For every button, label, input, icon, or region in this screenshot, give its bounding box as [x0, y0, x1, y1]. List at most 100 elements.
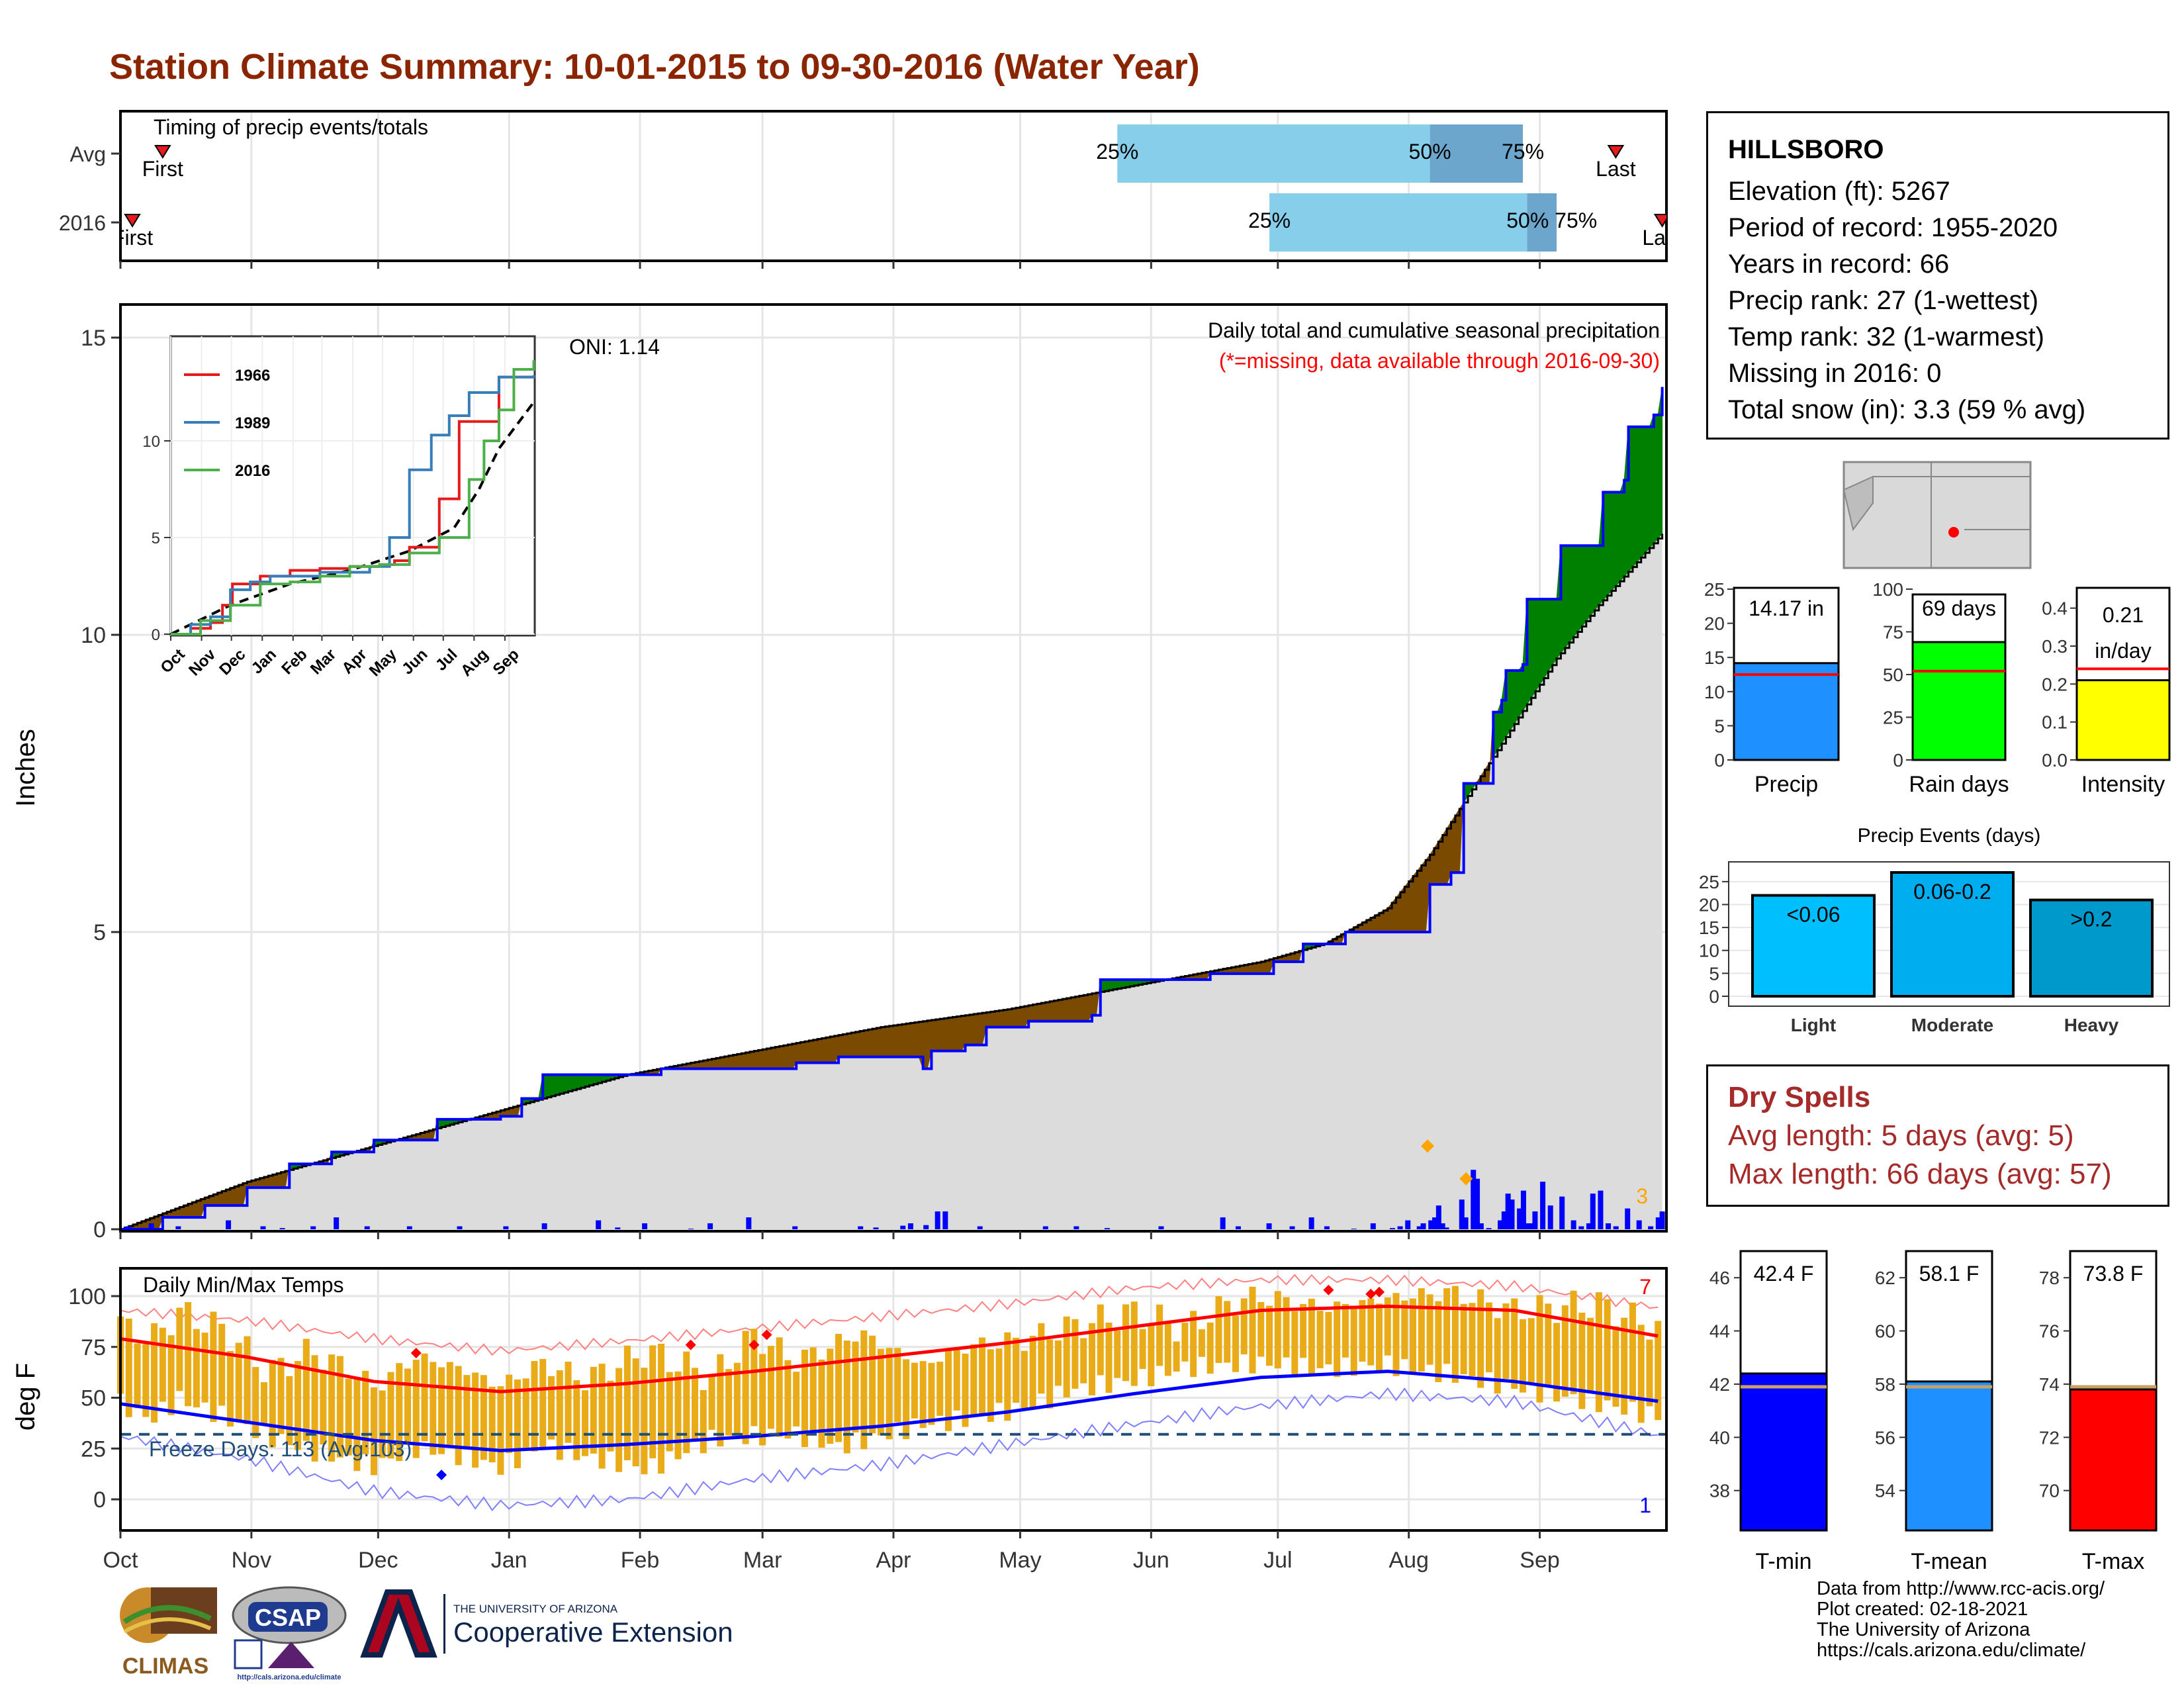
- daily-temp-range-bar: [886, 1348, 893, 1440]
- month-tick-label: Jun: [1133, 1548, 1169, 1573]
- temp-ytick-label: 0: [93, 1487, 106, 1513]
- daily-temp-range-bar: [134, 1343, 141, 1409]
- daily-precip-bar: [900, 1225, 906, 1229]
- oni-label: ONI: 1.14: [569, 335, 660, 359]
- daily-temp-range-bar: [151, 1323, 158, 1423]
- daily-temp-range-bar: [784, 1360, 792, 1439]
- temp-summary-ytick-label: 78: [2039, 1268, 2060, 1288]
- below-avg-area: [948, 1016, 953, 1052]
- daily-temp-range-bar: [1266, 1305, 1273, 1366]
- daily-precip-bar: [1570, 1220, 1576, 1229]
- daily-precip-bar: [1540, 1182, 1546, 1229]
- first-event-label: First: [112, 226, 153, 250]
- below-avg-area: [749, 1050, 754, 1070]
- record-min-line: [120, 1387, 1659, 1511]
- temp-ylabel: deg F: [11, 1363, 40, 1430]
- daily-temp-range-bar: [1029, 1335, 1036, 1409]
- daily-precip-bar: [1405, 1220, 1411, 1229]
- daily-temp-range-bar: [159, 1327, 166, 1402]
- avg-cumulative-line: [120, 534, 1664, 1231]
- daily-temp-range-bar: [590, 1366, 597, 1454]
- record-max-marker: [1323, 1284, 1334, 1295]
- dry-spells-avg: Avg length: 5 days (avg: 5): [1728, 1119, 2074, 1152]
- daily-temp-range-bar: [1561, 1305, 1569, 1397]
- daily-precip-bar: [1509, 1199, 1515, 1229]
- event-bar-value: <0.06: [1787, 903, 1841, 927]
- inset-xtick-label: Aug: [457, 645, 492, 680]
- daily-temp-range-bar: [193, 1329, 200, 1408]
- below-avg-area: [973, 1013, 979, 1046]
- below-avg-area: [808, 1039, 814, 1064]
- daily-temp-range-bar: [1325, 1311, 1332, 1365]
- last-event-marker: [1607, 145, 1625, 159]
- daily-temp-range-bar: [472, 1372, 479, 1468]
- daily-temp-range-bar: [1283, 1297, 1290, 1358]
- below-avg-area: [956, 1015, 962, 1052]
- temp-ytick-label: 100: [68, 1284, 106, 1309]
- temp-summary-bar: [1905, 1380, 1993, 1532]
- temp-summary-ytick-label: 54: [1875, 1481, 1895, 1501]
- inset-ytick-label: 0: [152, 626, 160, 644]
- footer-line: Data from http://www.rcc-acis.org/: [1817, 1578, 2105, 1599]
- daily-temp-range-bar: [1013, 1337, 1020, 1403]
- above-avg-area: [1552, 598, 1557, 667]
- temp-summary-label: T-min: [1756, 1549, 1812, 1574]
- daily-temp-range-bar: [835, 1334, 842, 1442]
- below-avg-area: [758, 1049, 763, 1070]
- summary-ytick-label: 0.1: [2042, 712, 2068, 733]
- daily-temp-range-bar: [1291, 1311, 1298, 1377]
- below-avg-area: [931, 1019, 936, 1052]
- below-avg-area: [829, 1035, 835, 1064]
- daily-temp-range-bar: [970, 1344, 978, 1415]
- timing-bar-50-75: [1430, 124, 1523, 183]
- below-avg-area: [969, 1013, 974, 1046]
- daily-temp-range-bar: [649, 1345, 657, 1459]
- summary-value-unit: in/day: [2095, 639, 2151, 663]
- daily-precip-bar: [858, 1226, 864, 1229]
- daily-precip-bar: [1042, 1226, 1048, 1229]
- daily-temp-range-bar: [1494, 1318, 1501, 1394]
- daily-temp-range-bar: [1274, 1291, 1281, 1369]
- daily-temp-range-bar: [412, 1360, 420, 1458]
- daily-temp-range-bar: [387, 1372, 394, 1459]
- below-avg-area: [859, 1029, 864, 1058]
- below-avg-area: [914, 1021, 919, 1058]
- above-avg-area: [1543, 598, 1549, 680]
- dry-spells-title: Dry Spells: [1728, 1081, 1871, 1113]
- dry-spells-panel: Dry Spells Avg length: 5 days (avg: 5) M…: [1706, 1064, 2169, 1207]
- event-bar-value: >0.2: [2070, 908, 2112, 931]
- inset-xtick-label: Jul: [432, 645, 461, 675]
- daily-temp-range-bar: [1046, 1339, 1054, 1409]
- daily-precip-bar: [1471, 1170, 1477, 1229]
- daily-temp-range-bar: [1334, 1301, 1341, 1378]
- below-avg-area: [905, 1022, 911, 1058]
- daily-temp-range-bar: [623, 1345, 631, 1460]
- event-bar-label: Moderate: [1911, 1015, 1993, 1035]
- daily-precip-bar: [1659, 1211, 1665, 1229]
- below-avg-area: [893, 1024, 898, 1058]
- daily-temp-range-bar: [843, 1340, 850, 1454]
- below-avg-area: [842, 1033, 848, 1058]
- station-period: Period of record: 1955-2020: [1728, 213, 2058, 242]
- observed-cumulative-line: [120, 387, 1664, 1231]
- daily-temp-range-bar: [725, 1369, 733, 1436]
- summary-ytick-label: 100: [1872, 579, 1903, 600]
- station-snow: Total snow (in): 3.3 (59 % avg): [1728, 395, 2086, 424]
- percentile-label: 25%: [1096, 140, 1138, 164]
- daily-temp-range-bar: [218, 1323, 226, 1406]
- daily-temp-range-bar: [252, 1367, 259, 1438]
- below-avg-area: [901, 1023, 907, 1058]
- record-max-marker: [749, 1339, 760, 1350]
- daily-precip-bar: [260, 1226, 266, 1229]
- daily-precip-bar: [934, 1211, 940, 1229]
- inset-xtick-label: Nov: [185, 645, 220, 680]
- daily-temp-range-bar: [1063, 1316, 1070, 1398]
- daily-temp-range-bar: [1359, 1299, 1366, 1362]
- footer-line: Plot created: 02-18-2021: [1817, 1599, 2028, 1620]
- daily-temp-range-bar: [809, 1347, 817, 1430]
- below-avg-area: [796, 1041, 801, 1064]
- below-avg-area: [779, 1045, 784, 1070]
- daily-temp-range-bar: [1621, 1317, 1628, 1415]
- daily-precip-bar: [1498, 1220, 1504, 1229]
- daily-precip-bar: [406, 1226, 412, 1229]
